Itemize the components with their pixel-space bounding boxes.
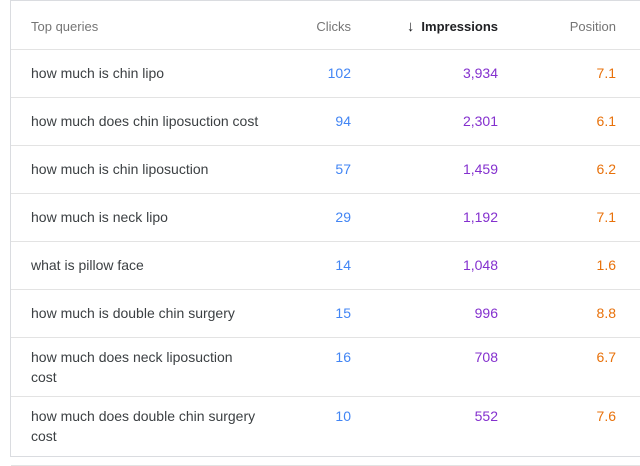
query-text: how much is chin lipo: [31, 65, 165, 81]
column-header-top-queries[interactable]: Top queries: [11, 1, 246, 50]
top-queries-label: Top queries: [31, 19, 99, 34]
query-cell: how much is double chin surgery: [11, 290, 246, 338]
table-row[interactable]: how much does double chin surgery cost 1…: [11, 397, 640, 466]
query-cell: what is pillow face: [11, 242, 246, 290]
clicks-value: 94: [335, 113, 351, 129]
clicks-value: 16: [335, 349, 351, 365]
table-row[interactable]: how much does chin liposuction cost 94 2…: [11, 98, 640, 146]
top-queries-table: Top queries Clicks ↓ Impressions Position…: [11, 1, 640, 466]
table-row[interactable]: how much is chin liposuction 57 1,459 6.…: [11, 146, 640, 194]
column-header-impressions[interactable]: ↓ Impressions: [351, 1, 498, 50]
position-value: 6.2: [596, 161, 616, 177]
position-value: 6.1: [596, 113, 616, 129]
impressions-value: 2,301: [462, 113, 498, 129]
query-cell: how much does neck liposuction cost: [11, 338, 246, 397]
impressions-value: 708: [474, 349, 498, 365]
clicks-value: 10: [335, 408, 351, 424]
table-row[interactable]: what is pillow face 14 1,048 1.6: [11, 242, 640, 290]
table-row[interactable]: how much is chin lipo 102 3,934 7.1: [11, 50, 640, 98]
query-text: how much does chin liposuction cost: [31, 113, 259, 129]
query-text-line2: cost: [31, 428, 57, 444]
clicks-value: 57: [335, 161, 351, 177]
query-text: how much is neck lipo: [31, 209, 168, 225]
table-header-row: Top queries Clicks ↓ Impressions Position: [11, 1, 640, 50]
query-text: how much is chin liposuction: [31, 161, 209, 177]
query-text: what is pillow face: [31, 257, 144, 273]
impressions-value: 3,934: [462, 65, 498, 81]
position-label: Position: [569, 19, 616, 34]
impressions-value: 996: [474, 305, 498, 321]
table-row[interactable]: how much is double chin surgery 15 996 8…: [11, 290, 640, 338]
column-header-clicks[interactable]: Clicks: [246, 1, 351, 50]
column-header-position[interactable]: Position: [498, 1, 640, 50]
query-cell: how much does double chin surgery cost: [11, 397, 256, 466]
top-queries-card: Top queries Clicks ↓ Impressions Position…: [10, 0, 640, 466]
position-value: 7.1: [596, 209, 616, 225]
position-value: 7.6: [596, 408, 616, 424]
query-text: how much is double chin surgery: [31, 305, 235, 321]
query-cell: how much is chin lipo: [11, 50, 246, 98]
clicks-value: 15: [335, 305, 351, 321]
sort-descending-icon: ↓: [406, 18, 415, 35]
impressions-value: 552: [474, 408, 498, 424]
query-cell: how much is neck lipo: [11, 194, 246, 242]
query-text: how much does double chin surgery: [31, 408, 256, 424]
query-cell: how much does chin liposuction cost: [11, 98, 259, 146]
table-row[interactable]: how much is neck lipo 29 1,192 7.1: [11, 194, 640, 242]
impressions-value: 1,048: [462, 257, 498, 273]
impressions-label: Impressions: [421, 19, 498, 34]
table-row[interactable]: how much does neck liposuction cost 16 7…: [11, 338, 640, 397]
clicks-label: Clicks: [316, 19, 351, 34]
query-text-line2: cost: [31, 369, 57, 385]
position-value: 1.6: [596, 257, 616, 273]
position-value: 7.1: [596, 65, 616, 81]
position-value: 6.7: [596, 349, 616, 365]
query-text: how much does neck liposuction: [31, 349, 233, 365]
query-cell: how much is chin liposuction: [11, 146, 246, 194]
position-value: 8.8: [596, 305, 616, 321]
clicks-value: 14: [335, 257, 351, 273]
clicks-value: 102: [327, 65, 351, 81]
impressions-value: 1,459: [462, 161, 498, 177]
clicks-value: 29: [335, 209, 351, 225]
impressions-value: 1,192: [462, 209, 498, 225]
